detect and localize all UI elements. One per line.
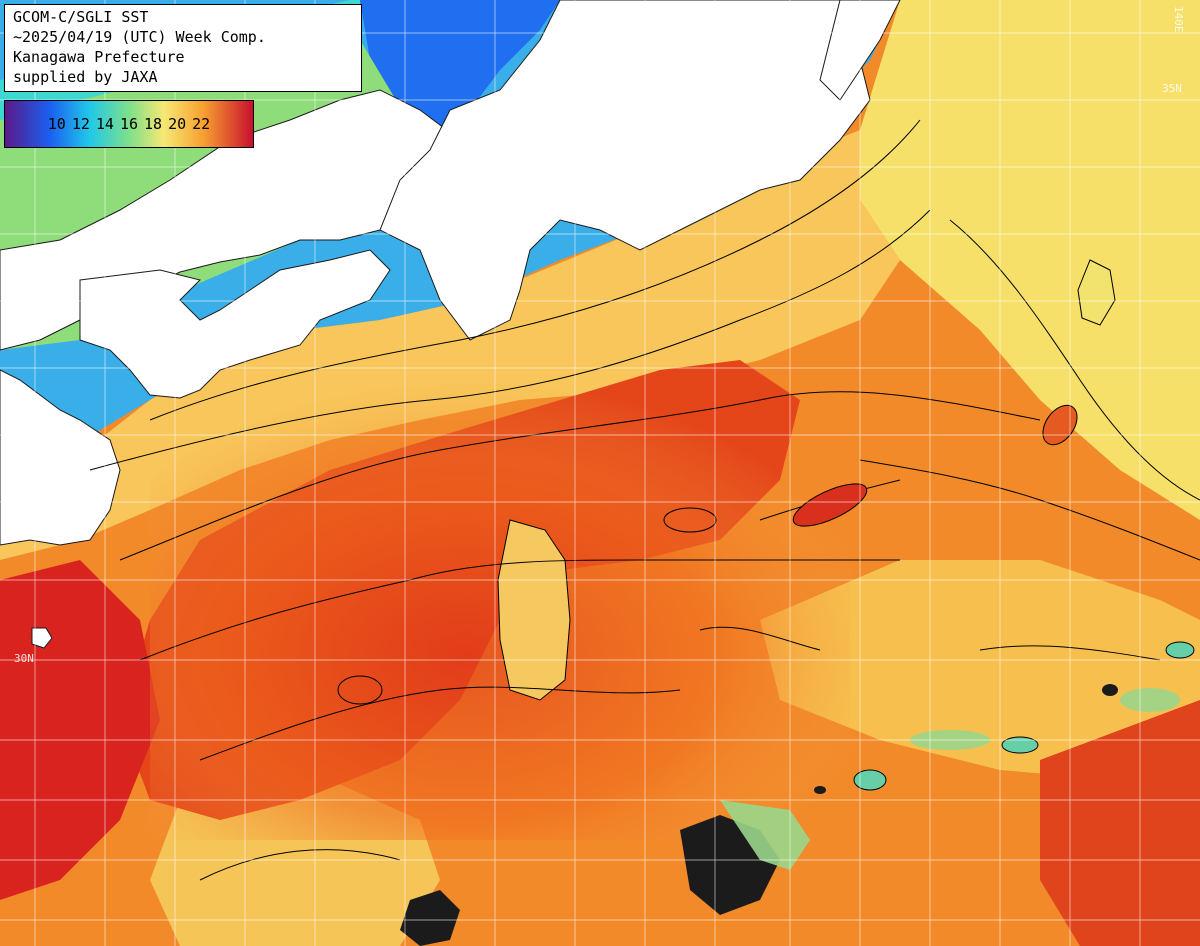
lat-label-right: 35N xyxy=(1162,82,1182,95)
product-title: GCOM-C/SGLI SST xyxy=(13,8,149,26)
legend-label-20: 20 xyxy=(168,115,187,133)
region-name: Kanagawa Prefecture xyxy=(13,48,185,66)
island-small xyxy=(31,627,53,649)
warm-southeast xyxy=(1040,700,1200,946)
yellow-band-southeast xyxy=(760,560,1200,780)
eddies xyxy=(337,404,1195,791)
lon-label-top: 140E xyxy=(1172,6,1185,33)
legend-label-16: 16 xyxy=(119,115,139,133)
yellow-eddy-east xyxy=(1077,259,1116,326)
legend-label-18: 18 xyxy=(144,115,163,133)
legend-label-22: 22 xyxy=(192,115,211,133)
legend-label-12: 12 xyxy=(71,115,90,133)
temperature-legend: 10 12 14 16 18 20 22 xyxy=(4,100,254,148)
landmass-kii xyxy=(379,0,871,341)
land xyxy=(0,0,901,649)
yellow-band-east xyxy=(860,0,1200,520)
data-source: supplied by JAXA xyxy=(13,68,158,86)
legend-label-14: 14 xyxy=(95,115,114,133)
date-range: ~2025/04/19 (UTC) Week Comp. xyxy=(13,28,266,46)
lat-label-left: 30N xyxy=(14,652,34,665)
landmass-kyushu xyxy=(0,369,121,546)
map-info-box: GCOM-C/SGLI SST ~2025/04/19 (UTC) Week C… xyxy=(4,4,362,92)
landmass-shikoku xyxy=(79,249,391,399)
legend-label-10: 10 xyxy=(47,115,66,133)
